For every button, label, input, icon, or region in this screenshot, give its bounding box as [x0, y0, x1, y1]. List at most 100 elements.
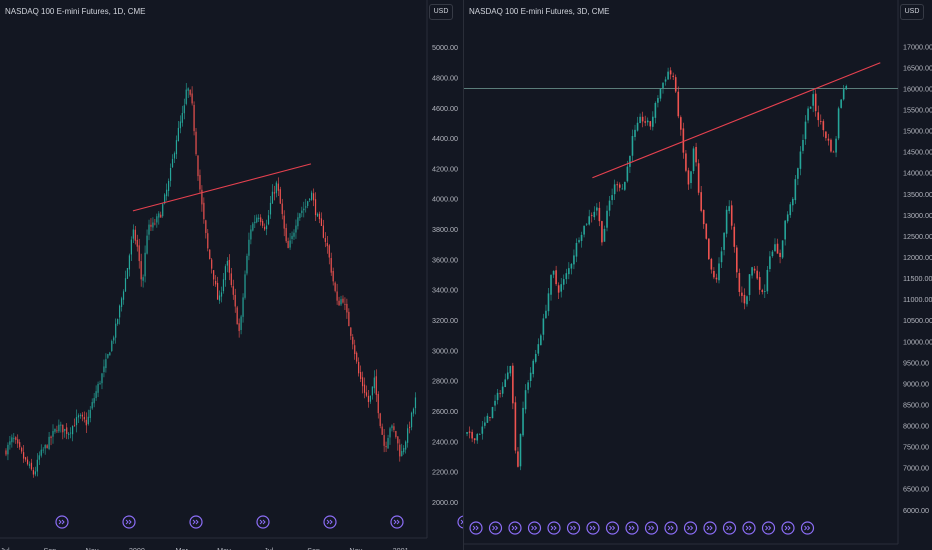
candle-body [40, 449, 42, 456]
candle-body [171, 158, 174, 168]
event-marker-chevron [648, 525, 655, 531]
candle-body [476, 434, 479, 441]
candle-body [534, 353, 537, 362]
candle-body [764, 291, 766, 292]
price-chart-3day[interactable]: 17000.00 16500.00 16000.00 15500.00 15000.00… [464, 0, 932, 550]
candle-body [70, 432, 72, 434]
candle-body [140, 261, 142, 280]
candle-body [743, 294, 746, 304]
candle-body [24, 457, 27, 460]
candle-body [148, 224, 150, 235]
event-marker-ring [800, 521, 815, 535]
candle-body [187, 88, 189, 91]
event-marker-ring [547, 521, 561, 535]
y-tick-label: 6500.00 [903, 485, 929, 494]
candle-body [218, 295, 221, 301]
candle-body [517, 451, 519, 467]
candle-body [211, 259, 213, 269]
candle-body [318, 213, 321, 220]
candle-body [101, 373, 103, 384]
candle-body [723, 232, 725, 250]
candle-body [7, 444, 9, 455]
candle-body [248, 239, 250, 256]
y-tick-label: 4000.00 [432, 195, 458, 204]
candle-body [611, 195, 613, 201]
candle-body [360, 372, 362, 379]
candle-body [575, 242, 578, 257]
candle-body [305, 206, 307, 208]
candle-body [634, 129, 636, 137]
candle-body [542, 318, 545, 335]
candle-body [710, 259, 713, 270]
economic-event-icon [55, 515, 69, 529]
candle-body [786, 214, 789, 222]
candle-body [144, 252, 146, 277]
candle-body [66, 427, 68, 434]
trendline [592, 62, 881, 179]
candle-body [478, 433, 481, 435]
candle-body [391, 425, 393, 429]
candle-body [158, 213, 160, 218]
candle-body [273, 192, 276, 194]
candle-body [242, 297, 244, 317]
y-tick-label: 8000.00 [903, 422, 929, 431]
candle-body [162, 204, 164, 217]
candle-body [814, 93, 817, 112]
candle-body [817, 112, 820, 121]
currency-button[interactable]: USD [429, 4, 453, 20]
candle-body [674, 77, 677, 92]
candle-body [659, 88, 662, 99]
candle-body [827, 138, 830, 141]
y-tick-label: 12000.00 [903, 253, 932, 262]
candle-body [499, 393, 501, 395]
chart-pane-daily[interactable]: 5000.00 4800.00 4600.00 4400.00 4200.00 4000.… [0, 0, 464, 550]
candle-body [250, 229, 252, 240]
candle-body [320, 218, 323, 226]
candle-body [338, 300, 340, 306]
candle-body [256, 217, 258, 223]
candle-body [64, 428, 66, 431]
event-marker-chevron [706, 525, 713, 531]
candle-body [799, 151, 802, 169]
candle-body [741, 292, 743, 296]
chart-pane-3day[interactable]: 17000.00 16500.00 16000.00 15500.00 15000.00… [464, 0, 932, 550]
candle-body [166, 189, 168, 197]
candle-body [146, 235, 148, 254]
candle-body [771, 251, 774, 257]
y-tick-label: 4400.00 [432, 134, 458, 143]
candle-body [128, 255, 131, 270]
candle-body [215, 281, 217, 285]
event-marker-ring [323, 515, 337, 529]
candle-body [468, 431, 471, 433]
candle-body [583, 225, 585, 235]
y-tick-label: 14000.00 [903, 169, 932, 178]
candle-body [244, 274, 246, 298]
x-tick-label: Nov [349, 546, 362, 550]
candle-body [197, 155, 199, 177]
candle-body [756, 270, 758, 279]
event-marker-chevron [804, 525, 811, 531]
price-chart-daily[interactable]: 5000.00 4800.00 4600.00 4400.00 4200.00 4000.… [0, 0, 463, 550]
economic-event-icon [742, 521, 756, 535]
candle-body [802, 139, 804, 151]
candle-body [363, 384, 366, 393]
event-marker-ring [469, 521, 483, 535]
candle-body [152, 222, 154, 228]
y-tick-label: 16000.00 [903, 84, 932, 93]
candle-body [680, 117, 682, 130]
candle-body [238, 323, 240, 332]
event-marker-chevron [326, 519, 333, 525]
candle-body [669, 70, 672, 75]
candle-body [120, 298, 123, 307]
candle-body [269, 202, 272, 215]
candle-body [506, 372, 509, 379]
candle-body [185, 89, 187, 104]
candle-body [365, 392, 368, 396]
candle-body [332, 271, 334, 282]
currency-button[interactable]: USD [900, 4, 924, 20]
economic-event-icon [469, 521, 483, 535]
candle-body [807, 108, 809, 121]
candle-body [309, 198, 311, 201]
candle-body [381, 426, 383, 435]
candle-body [509, 366, 512, 374]
